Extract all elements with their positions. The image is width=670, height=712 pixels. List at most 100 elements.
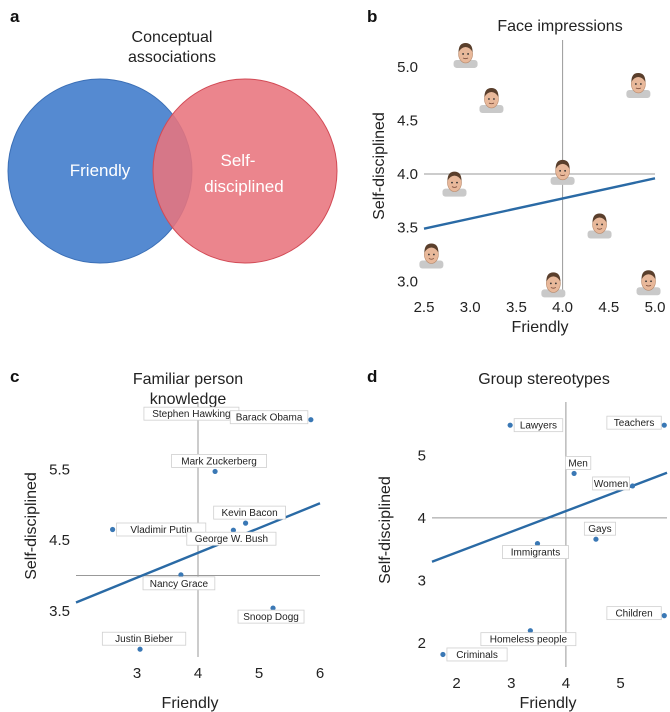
chart-c-point-6 xyxy=(178,572,184,578)
chart-d-title-line-1: Group stereotypes xyxy=(478,371,610,388)
venn-label-self-disciplined-line-2: disciplined xyxy=(204,177,283,196)
face-shoulders xyxy=(479,104,504,113)
chart-c-regression-line xyxy=(75,502,321,604)
chart-d-point-7-label: Homeless people xyxy=(490,635,568,646)
face-hair xyxy=(424,243,439,253)
face-shoulders xyxy=(636,287,661,296)
face-hair xyxy=(484,87,499,97)
face-shoulders xyxy=(626,89,651,98)
chart-b-x-tick-5: 5.0 xyxy=(645,299,666,316)
chart-b-point-1-face-icon xyxy=(479,87,504,113)
chart-b-y-tick-1: 3.5 xyxy=(397,220,418,237)
chart-d-x-tick-2: 4 xyxy=(562,675,570,692)
chart-c-x-tick-1: 4 xyxy=(194,665,202,682)
chart-d-y-tick-1: 3 xyxy=(418,573,426,590)
chart-b-point-4-face-icon xyxy=(550,159,575,185)
chart-d-point-6-label-box xyxy=(606,606,662,621)
chart-c-point-1-label: Barack Obama xyxy=(236,413,303,424)
chart-b-y-tick-4: 5.0 xyxy=(397,59,418,76)
face-mouth xyxy=(488,102,495,105)
chart-d-point-4 xyxy=(593,536,599,542)
chart-d-point-7 xyxy=(527,628,533,634)
chart-d-point-6 xyxy=(661,613,667,619)
face-eye-right xyxy=(432,253,435,256)
face-hair xyxy=(631,72,646,82)
chart-b-x-tick-2: 3.5 xyxy=(506,299,527,316)
chart-d-x-tick-0: 2 xyxy=(452,675,460,692)
chart-d-point-7-label-box xyxy=(480,632,577,647)
chart-b-y-axis-label: Self-disciplined xyxy=(371,112,388,220)
chart-b-x-tick-3: 4.0 xyxy=(552,299,573,316)
chart-d-x-tick-1: 3 xyxy=(507,675,515,692)
chart-b-x-tick-0: 2.5 xyxy=(414,299,435,316)
chart-c-point-8-label: Justin Bieber xyxy=(115,634,173,645)
panel-a-title-line-2: associations xyxy=(128,49,216,66)
chart-c-point-3 xyxy=(110,526,116,533)
chart-d-point-1-label: Teachers xyxy=(614,418,655,429)
chart-c-point-7-label: Snoop Dogg xyxy=(243,612,299,623)
chart-c-point-2 xyxy=(212,468,218,475)
chart-c-point-8-label-box xyxy=(101,631,187,646)
face-shoulders xyxy=(442,188,467,197)
chart-d-point-2-label-box xyxy=(564,456,592,470)
face-shoulders xyxy=(541,289,566,298)
chart-d-point-8 xyxy=(440,651,446,658)
chart-c-title-line-2: knowledge xyxy=(150,391,227,408)
chart-c-x-tick-2: 5 xyxy=(255,665,263,682)
face-mouth xyxy=(596,228,603,230)
chart-c-title-line-1: Familiar person xyxy=(133,371,243,388)
chart-d-point-8-label-box xyxy=(446,647,508,662)
chart-b-regression-line xyxy=(423,177,656,230)
chart-familiar-person-knowledge: Familiar person knowledge 3 4 5 6 3.5 4.5 5.5 Fri… xyxy=(23,371,324,712)
face-eye-right xyxy=(493,98,495,100)
chart-c-point-4-label: Kevin Bacon xyxy=(222,508,278,519)
panel-letter-c: c xyxy=(10,367,19,386)
face-mouth xyxy=(462,57,469,60)
chart-d-point-3-label: Women xyxy=(594,479,628,490)
face-eye-right xyxy=(456,181,458,184)
chart-face-impressions: Face impressions 2.5 3.0 3.5 4.0 4.5 5.0 3.0 3.5… xyxy=(371,18,665,336)
chart-c-point-3-label: Vladimir Putin xyxy=(130,525,192,536)
chart-b-point-8-face-icon xyxy=(636,270,661,296)
chart-b-x-tick-1: 3.0 xyxy=(460,299,481,316)
chart-b-title-line-1: Face impressions xyxy=(497,18,622,35)
face-hair xyxy=(592,213,607,223)
chart-c-y-axis-label: Self-disciplined xyxy=(23,472,40,580)
chart-b-point-2-face-icon xyxy=(626,72,651,98)
face-shoulders xyxy=(453,59,478,68)
chart-d-point-0 xyxy=(507,422,513,428)
face-eye-left xyxy=(559,169,561,172)
chart-c-x-tick-3: 6 xyxy=(316,665,324,682)
venn-circle-self-disciplined xyxy=(152,78,338,264)
face-shoulders xyxy=(550,176,575,185)
venn-label-self-disciplined-line-1: Self- xyxy=(221,151,256,170)
chart-d-point-5 xyxy=(534,540,541,547)
chart-c-y-tick-1: 4.5 xyxy=(49,532,70,549)
chart-c-point-1 xyxy=(308,417,314,423)
face-eye-left xyxy=(645,280,647,283)
chart-b-x-axis-label: Friendly xyxy=(512,319,569,336)
chart-d-point-3-label-box xyxy=(592,476,630,491)
face-eye-right xyxy=(554,282,557,285)
panel-letter-b: b xyxy=(367,7,377,26)
chart-c-point-5 xyxy=(230,527,236,533)
chart-c-x-tick-0: 3 xyxy=(133,665,141,682)
chart-c-point-3-label-box xyxy=(116,522,207,537)
chart-c-point-7 xyxy=(270,605,276,611)
chart-d-point-4-label-box xyxy=(583,521,616,536)
face-eye-left xyxy=(427,253,430,256)
face-hair xyxy=(555,159,570,169)
face-eye-right xyxy=(564,169,566,172)
chart-d-x-axis-label: Friendly xyxy=(520,695,577,712)
chart-d-point-0-label-box xyxy=(513,418,564,433)
face-eye-left xyxy=(549,282,552,285)
chart-c-point-8 xyxy=(137,646,143,652)
panel-letter-d: d xyxy=(367,367,377,386)
chart-d-point-1 xyxy=(661,422,667,428)
face-mouth xyxy=(428,258,435,260)
chart-c-y-tick-2: 5.5 xyxy=(49,461,70,478)
chart-b-point-0-face-icon xyxy=(453,42,478,68)
face-mouth xyxy=(451,186,458,188)
face-mouth xyxy=(645,284,652,287)
